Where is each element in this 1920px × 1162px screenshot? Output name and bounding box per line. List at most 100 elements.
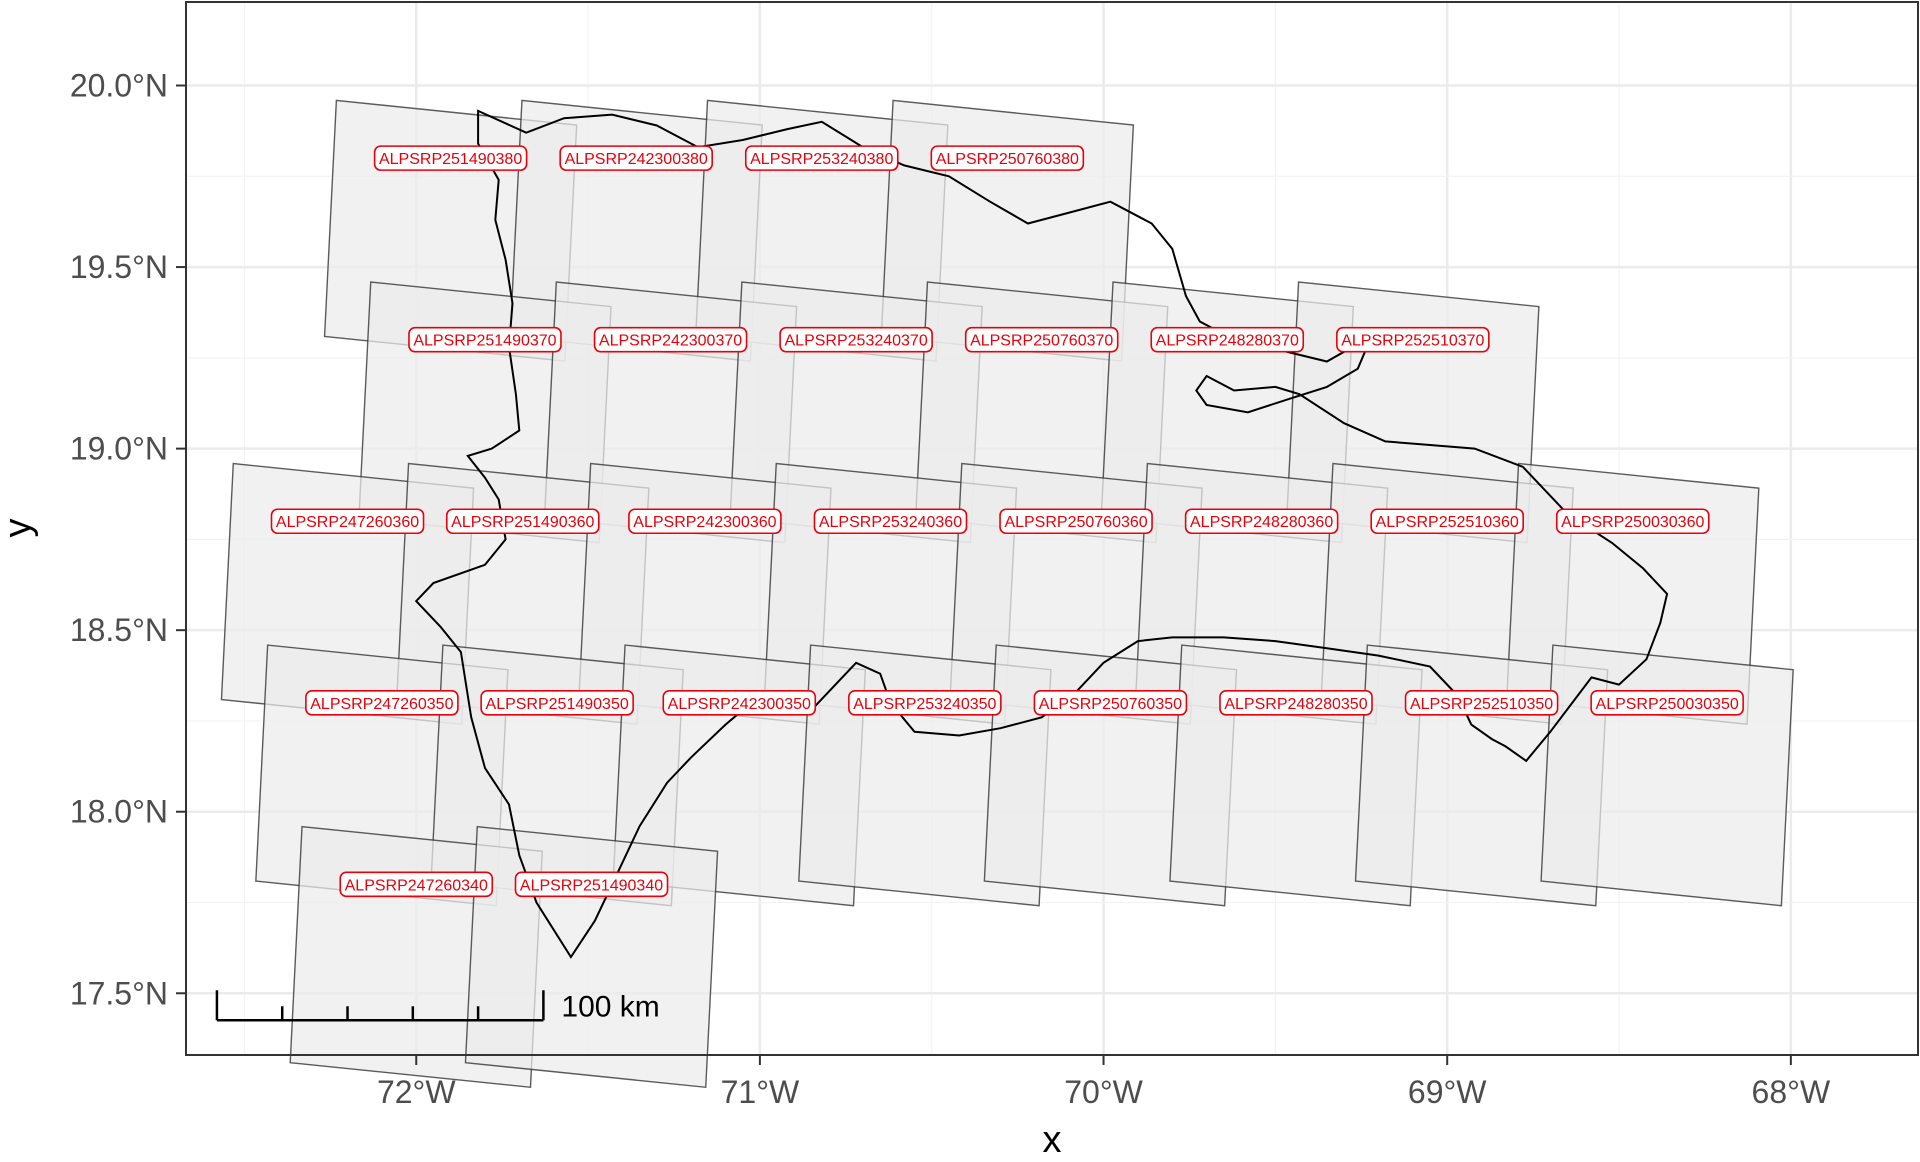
scene-label-text: ALPSRP242300350: [668, 696, 811, 713]
scene-label-ALPSRP252510350: ALPSRP252510350: [1404, 689, 1559, 716]
scene-label-text: ALPSRP242300370: [599, 333, 742, 350]
scene-label-text: ALPSRP253240350: [853, 696, 996, 713]
scene-label-text: ALPSRP248280360: [1190, 514, 1333, 531]
x-axis-title: x: [1043, 1119, 1062, 1161]
scene-label-ALPSRP250760350: ALPSRP250760350: [1033, 689, 1188, 716]
scene-label-ALPSRP247260360: ALPSRP247260360: [270, 508, 425, 535]
scene-label-text: ALPSRP242300360: [633, 514, 776, 531]
scene-label-ALPSRP251490340: ALPSRP251490340: [514, 871, 669, 898]
scene-label-box: [1404, 689, 1559, 716]
x-tick-label-4: 68°W: [1752, 1074, 1831, 1110]
scene-label-box: [445, 508, 600, 535]
scene-label-box: [339, 871, 494, 898]
scene-label-ALPSRP250030350: ALPSRP250030350: [1590, 689, 1744, 716]
scene-label-ALPSRP251490380: ALPSRP251490380: [373, 145, 528, 171]
scale-bar: 100 km: [215, 990, 660, 1023]
coastline: [414, 109, 1669, 959]
scene-label-text: ALPSRP247260340: [345, 877, 488, 894]
scene-label-box: [1184, 508, 1339, 535]
scene-label-ALPSRP242300360: ALPSRP242300360: [628, 508, 782, 535]
scene-label-ALPSRP242300380: ALPSRP242300380: [559, 145, 713, 171]
scene-label-ALPSRP253240350: ALPSRP253240350: [848, 689, 1002, 716]
y-tick-label-1: 18.0°N: [70, 794, 168, 830]
scene-label-ALPSRP248280350: ALPSRP248280350: [1219, 689, 1373, 716]
scene-label-ALPSRP251490360: ALPSRP251490360: [445, 508, 600, 535]
scene-label-ALPSRP247260340: ALPSRP247260340: [339, 871, 494, 898]
scene-labels: ALPSRP251490380 ALPSRP242300380 ALPSRP2532…: [270, 145, 1744, 898]
scene-label-text: ALPSRP251490350: [486, 696, 629, 713]
y-tick-label-5: 20.0°N: [70, 68, 168, 104]
scene-label-box: [305, 689, 459, 716]
scene-label-text: ALPSRP250030360: [1561, 514, 1704, 531]
scene-label-text: ALPSRP252510360: [1376, 514, 1519, 531]
scene-label-box: [373, 145, 528, 171]
scene-label-ALPSRP248280360: ALPSRP248280360: [1184, 508, 1339, 535]
scene-label-text: ALPSRP251490360: [451, 514, 594, 531]
scene-label-box: [813, 508, 968, 535]
scene-label-text: ALPSRP250760360: [1004, 514, 1147, 531]
scene-label-ALPSRP250760370: ALPSRP250760370: [964, 326, 1119, 353]
scene-label-text: ALPSRP248280350: [1224, 696, 1367, 713]
scale-bar-label: 100 km: [561, 990, 659, 1023]
scene-label-ALPSRP250030360: ALPSRP250030360: [1555, 508, 1710, 535]
scene-label-text: ALPSRP251490380: [379, 151, 522, 168]
y-tick-label-3: 19.0°N: [70, 431, 168, 467]
scene-label-box: [779, 326, 933, 353]
scene-label-ALPSRP251490350: ALPSRP251490350: [480, 689, 634, 716]
scene-label-box: [848, 689, 1002, 716]
scene-label-box: [628, 508, 782, 535]
y-axis-ticks: 17.5°N 18.0°N 18.5°N 19.0°N 19.5°N 20.0°N: [70, 68, 186, 1011]
y-tick-label-0: 17.5°N: [70, 975, 168, 1011]
scene-label-box: [480, 689, 634, 716]
scene-label-ALPSRP252510370: ALPSRP252510370: [1336, 326, 1490, 353]
scene-label-box: [514, 871, 669, 898]
scene-label-ALPSRP242300370: ALPSRP242300370: [593, 326, 748, 353]
scene-label-ALPSRP253240380: ALPSRP253240380: [744, 145, 899, 171]
scene-label-box: [744, 145, 899, 171]
scene-label-text: ALPSRP242300380: [565, 151, 708, 168]
y-axis-title: y: [0, 519, 39, 538]
scene-label-box: [930, 145, 1085, 171]
scene-label-ALPSRP253240360: ALPSRP253240360: [813, 508, 968, 535]
y-tick-label-4: 19.5°N: [70, 249, 168, 285]
scene-label-text: ALPSRP248280370: [1156, 333, 1299, 350]
scene-label-text: ALPSRP250760380: [936, 151, 1079, 168]
scene-label-text: ALPSRP253240370: [785, 333, 928, 350]
scene-label-box: [964, 326, 1119, 353]
scene-label-ALPSRP251490370: ALPSRP251490370: [408, 326, 562, 353]
scene-label-text: ALPSRP250760350: [1039, 696, 1182, 713]
panel-border: [185, 1, 1919, 1056]
scene-label-box: [1370, 508, 1524, 535]
scene-label-box: [999, 508, 1153, 535]
x-tick-label-3: 69°W: [1408, 1074, 1487, 1110]
scene-footprint-ALPSRP251490340: [464, 825, 719, 1089]
x-axis-ticks: 72°W 71°W 70°W 69°W 68°W: [377, 1055, 1831, 1110]
scene-label-box: [1219, 689, 1373, 716]
scene-label-ALPSRP250760360: ALPSRP250760360: [999, 508, 1153, 535]
x-tick-label-1: 71°W: [721, 1074, 800, 1110]
scene-label-text: ALPSRP247260350: [310, 696, 453, 713]
scene-label-ALPSRP250760380: ALPSRP250760380: [930, 145, 1085, 171]
scene-label-box: [408, 326, 562, 353]
scene-label-ALPSRP247260350: ALPSRP247260350: [305, 689, 459, 716]
scene-label-ALPSRP253240370: ALPSRP253240370: [779, 326, 933, 353]
x-tick-label-0: 72°W: [377, 1074, 456, 1110]
scene-footprint-ALPSRP250030350: [1540, 644, 1794, 907]
y-tick-label-2: 18.5°N: [70, 612, 168, 648]
scene-label-text: ALPSRP252510370: [1341, 333, 1484, 350]
scene-label-box: [662, 689, 817, 716]
scene-label-ALPSRP242300350: ALPSRP242300350: [662, 689, 817, 716]
scene-label-box: [1150, 326, 1305, 353]
scene-label-ALPSRP252510360: ALPSRP252510360: [1370, 508, 1524, 535]
scene-label-text: ALPSRP247260360: [276, 514, 419, 531]
scene-label-box: [1555, 508, 1710, 535]
scene-label-text: ALPSRP253240380: [750, 151, 893, 168]
scene-label-text: ALPSRP252510350: [1410, 696, 1553, 713]
scene-label-box: [270, 508, 425, 535]
x-tick-label-2: 70°W: [1064, 1074, 1143, 1110]
scene-label-box: [559, 145, 713, 171]
scene-label-text: ALPSRP250760370: [970, 333, 1113, 350]
scene-label-ALPSRP248280370: ALPSRP248280370: [1150, 326, 1305, 353]
scene-label-text: ALPSRP251490340: [520, 877, 663, 894]
